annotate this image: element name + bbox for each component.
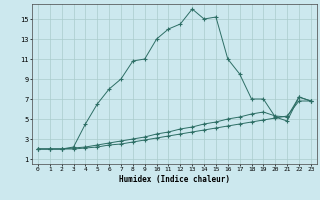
- X-axis label: Humidex (Indice chaleur): Humidex (Indice chaleur): [119, 175, 230, 184]
